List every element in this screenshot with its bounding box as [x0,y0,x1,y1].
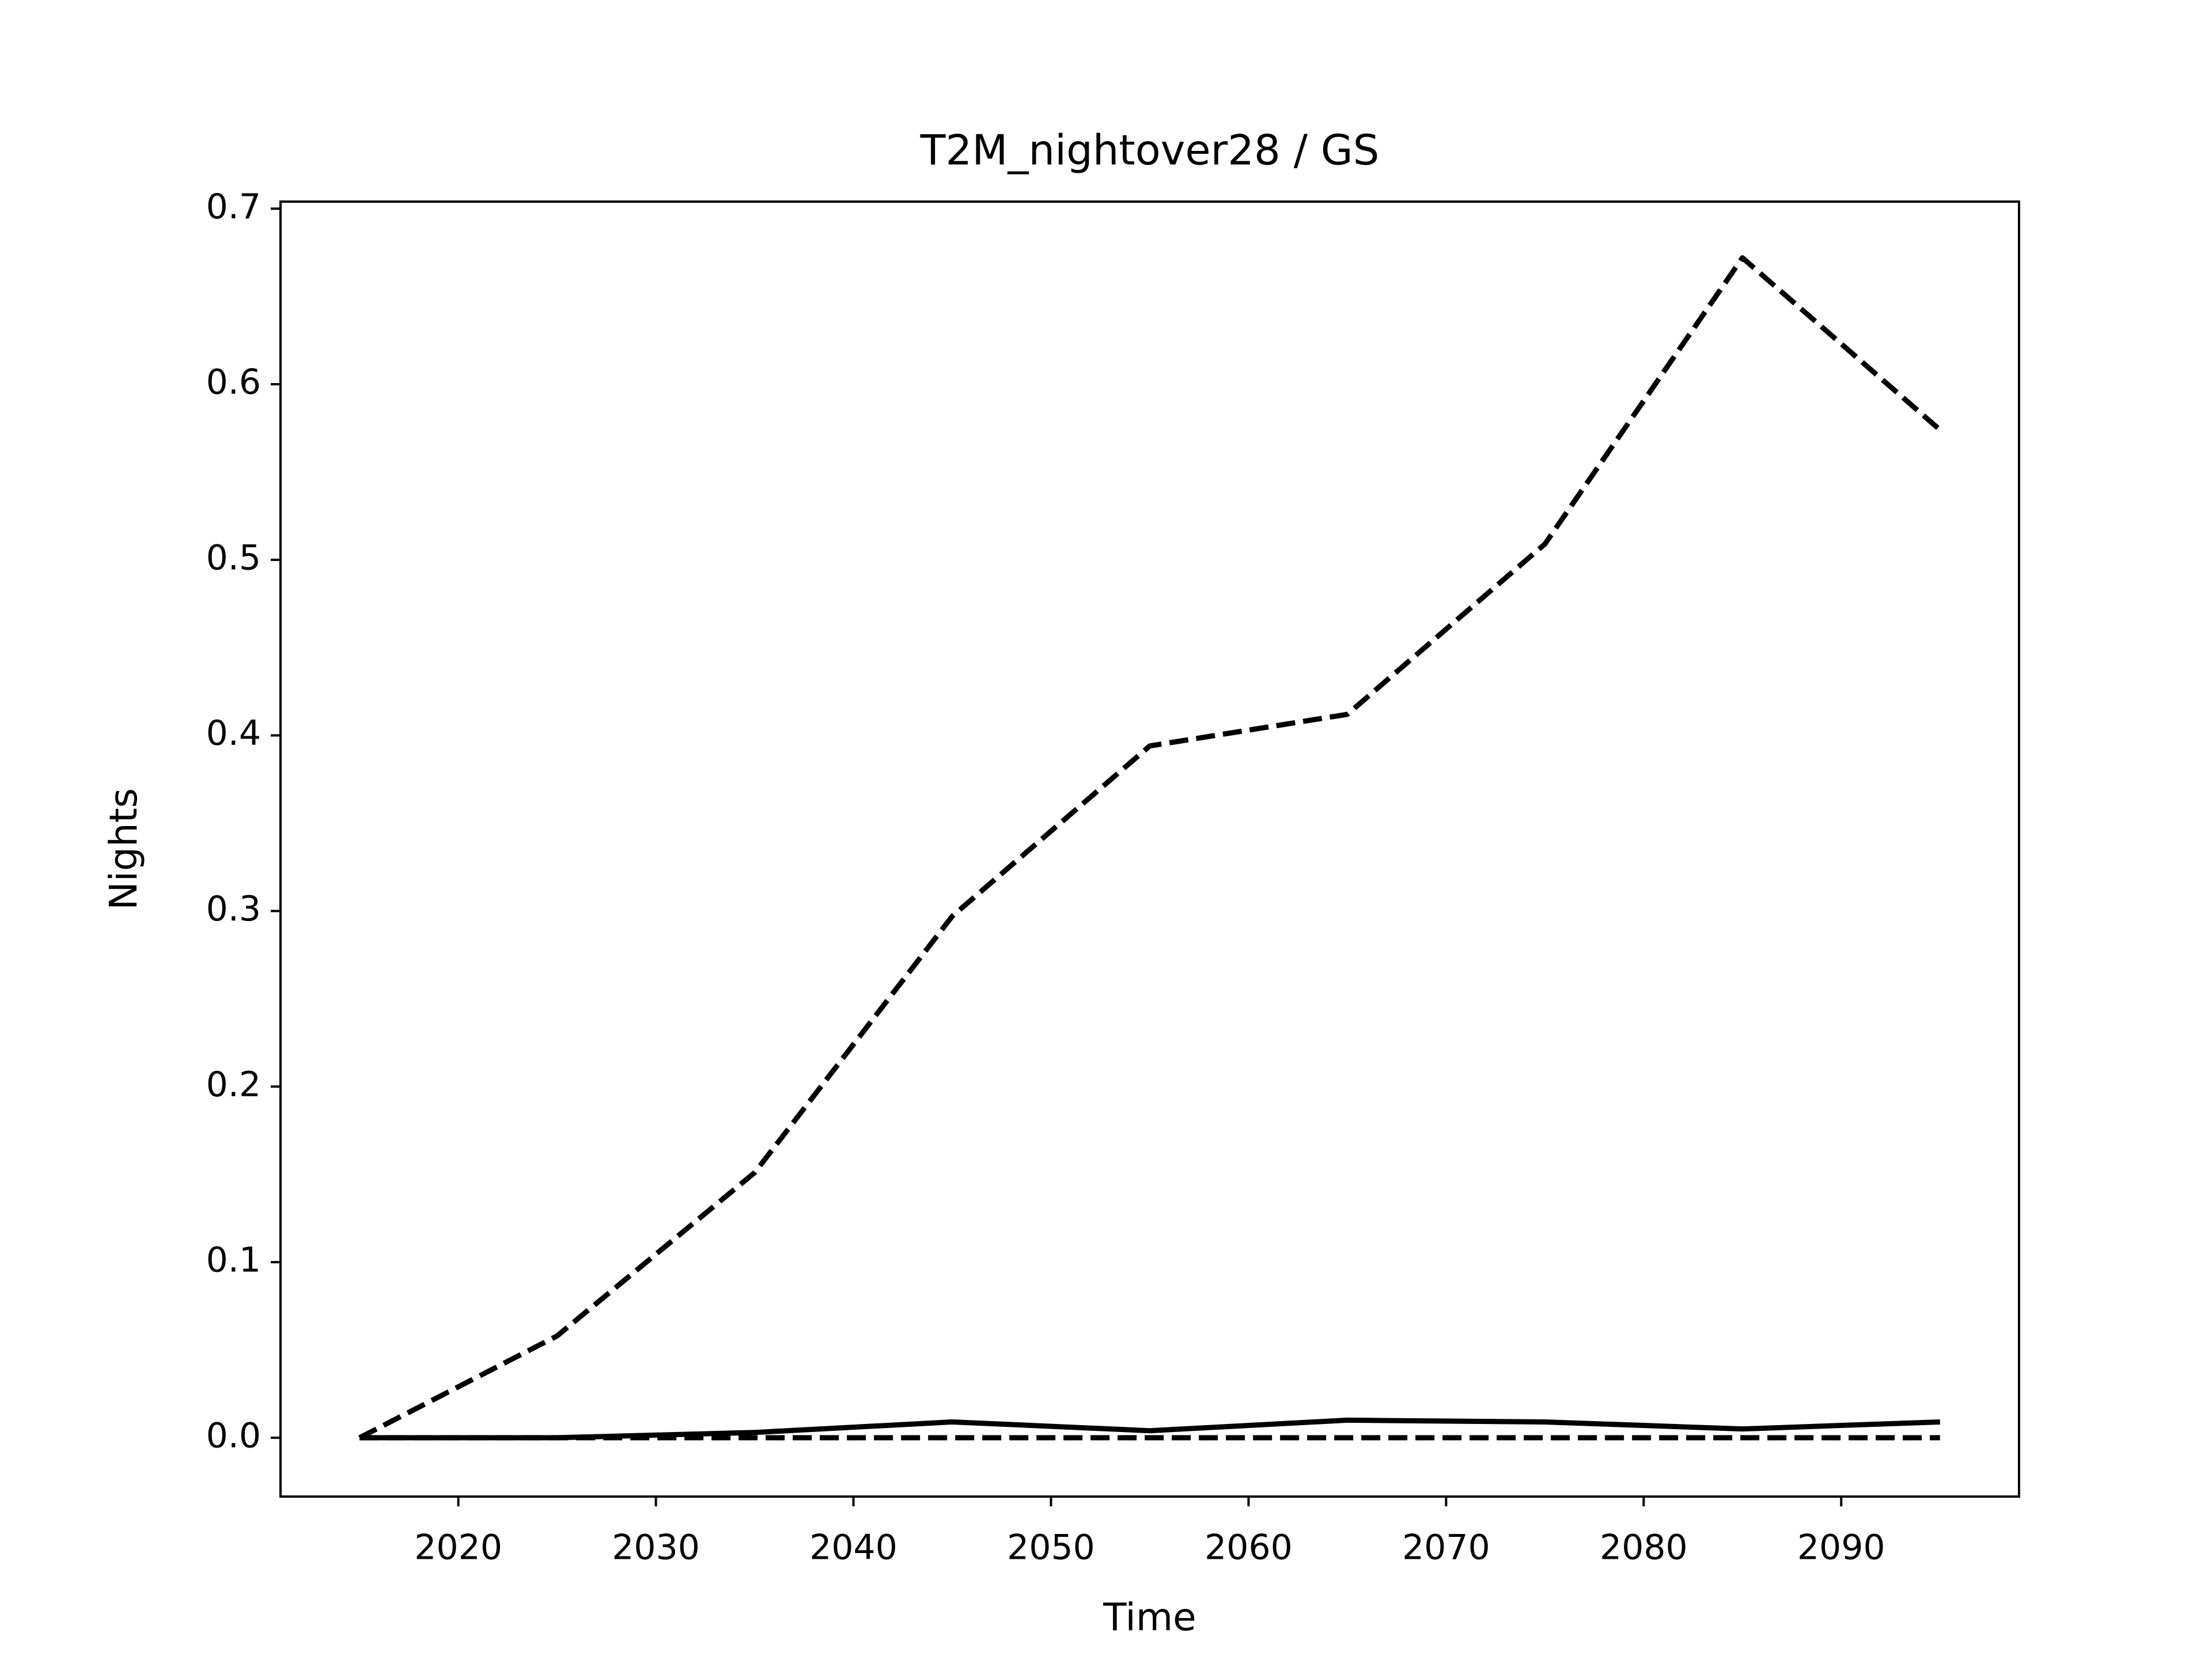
x-tick-label: 2040 [809,1528,897,1568]
series-line [359,1417,1940,1441]
x-tick-label: 2090 [1797,1528,1885,1568]
x-tick-label: 2020 [414,1528,502,1568]
y-tick-label: 0.0 [206,1415,261,1456]
y-tick-label: 0.3 [206,889,261,929]
x-tick-label: 2080 [1600,1528,1688,1568]
y-tick-label: 0.2 [206,1065,261,1105]
x-tick-label: 2070 [1402,1528,1490,1568]
y-tick-label: 0.5 [206,537,261,578]
y-tick-label: 0.1 [206,1240,261,1281]
y-tick-label: 0.6 [206,362,261,403]
x-axis-label: Time [1103,1595,1196,1639]
x-tick-label: 2060 [1205,1528,1293,1568]
chart-title: T2M_nightover28 / GS [920,126,1380,175]
y-tick-label: 0.7 [206,187,261,227]
series-line [358,255,1942,1440]
x-tick-label: 2050 [1007,1528,1095,1568]
x-tick-label: 2030 [612,1528,700,1568]
y-tick-label: 0.4 [206,713,261,753]
plot-frame [279,200,2020,1498]
y-axis-label: Nights [101,788,146,910]
